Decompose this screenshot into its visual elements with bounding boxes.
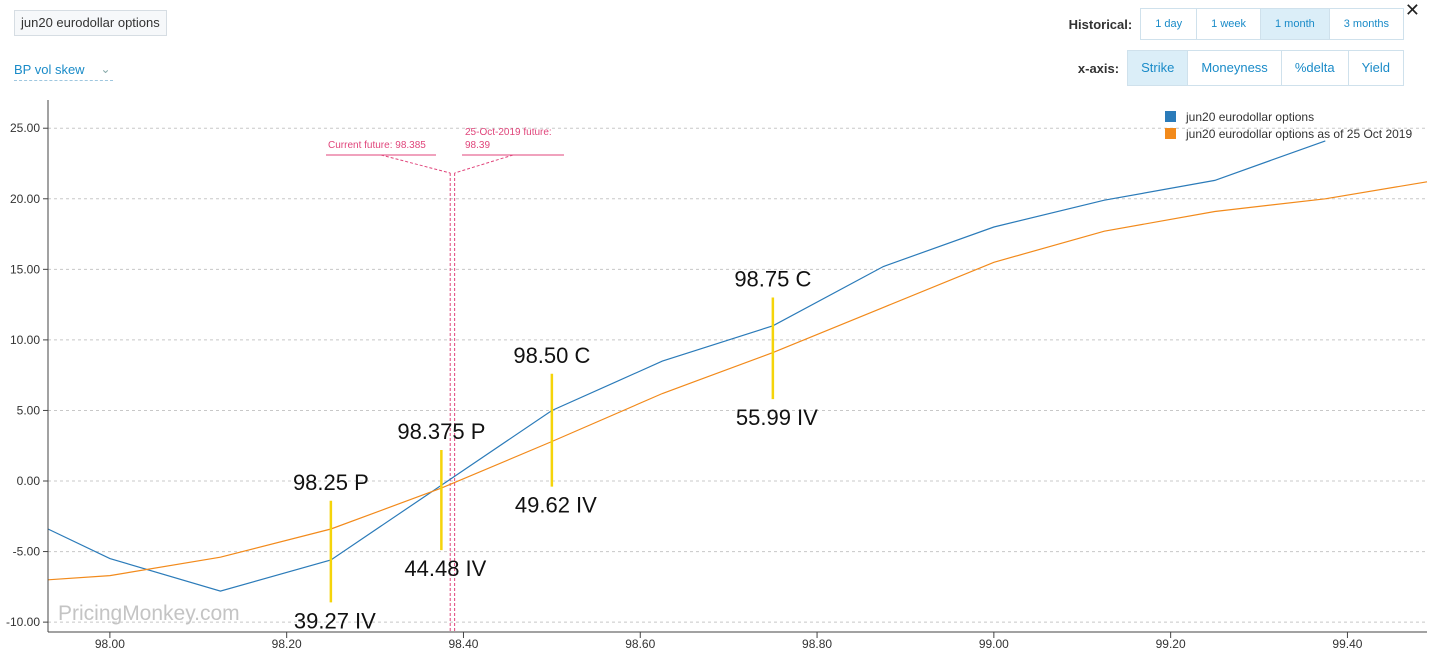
- legend-label: jun20 eurodollar options: [1185, 110, 1314, 124]
- x-tick-label: 98.40: [448, 637, 478, 651]
- xaxis-yield-button[interactable]: Yield: [1348, 51, 1403, 85]
- view-select-label: BP vol skew: [14, 62, 85, 77]
- y-tick-label: 5.00: [17, 403, 41, 417]
- xaxis-label: x-axis:: [1077, 60, 1120, 76]
- y-tick-label: -5.00: [13, 545, 41, 559]
- chevron-down-icon: ⌄: [100, 62, 111, 76]
- close-icon[interactable]: ✕: [1404, 0, 1420, 20]
- x-tick-label: 98.80: [802, 637, 832, 651]
- x-tick-label: 99.20: [1156, 637, 1186, 651]
- xaxis-strike-button[interactable]: Strike: [1128, 51, 1189, 85]
- historical-button-group: 1 day 1 week 1 month 3 months: [1140, 8, 1404, 40]
- historical-1week-button[interactable]: 1 week: [1197, 9, 1261, 39]
- xaxis-pctdelta-button[interactable]: %delta: [1281, 51, 1349, 85]
- historical-future-label-line1: 25-Oct-2019 future:: [465, 127, 552, 138]
- historical-future-label-line2: 98.39: [465, 140, 490, 151]
- x-tick-label: 98.20: [272, 637, 302, 651]
- annotation-strike-label: 98.25 P: [293, 470, 369, 495]
- legend: jun20 eurodollar options jun20 eurodollar…: [1165, 110, 1412, 141]
- y-tick-label: 20.00: [10, 192, 40, 206]
- view-select[interactable]: BP vol skew ⌄: [14, 60, 113, 81]
- current-future-leader: [380, 154, 451, 174]
- x-tick-label: 99.40: [1332, 637, 1362, 651]
- legend-swatch: [1165, 111, 1176, 122]
- legend-swatch: [1165, 128, 1176, 139]
- y-tick-label: -10.00: [6, 615, 40, 629]
- series-line-current: [47, 140, 1326, 592]
- historical-control: Historical: 1 day 1 week 1 month 3 month…: [1069, 8, 1404, 40]
- historical-1day-button[interactable]: 1 day: [1141, 9, 1198, 39]
- x-tick-label: 99.00: [979, 637, 1009, 651]
- xaxis-button-group: Strike Moneyness %delta Yield: [1127, 50, 1404, 86]
- current-future-label: Current future: 98.385: [328, 140, 426, 151]
- instrument-label[interactable]: jun20 eurodollar options: [14, 10, 167, 36]
- y-tick-label: 15.00: [10, 262, 40, 276]
- xaxis-control: x-axis: Strike Moneyness %delta Yield: [1078, 50, 1404, 86]
- xaxis-moneyness-button[interactable]: Moneyness: [1188, 51, 1282, 85]
- annotation-strike-label: 98.50 C: [513, 343, 590, 368]
- annotation-iv-label: 49.62 IV: [515, 493, 597, 518]
- historical-label: Historical:: [1068, 16, 1133, 32]
- y-tick-label: 0.00: [17, 474, 41, 488]
- watermark: PricingMonkey.com: [58, 602, 240, 625]
- y-tick-label: 10.00: [10, 333, 40, 347]
- annotation-iv-label: 44.48 IV: [404, 556, 486, 581]
- historical-1month-button[interactable]: 1 month: [1261, 9, 1330, 39]
- historical-3months-button[interactable]: 3 months: [1329, 9, 1403, 39]
- x-tick-label: 98.00: [95, 637, 125, 651]
- historical-future-leader: [454, 154, 514, 174]
- annotation-strike-label: 98.375 P: [397, 419, 485, 444]
- y-tick-label: 25.00: [10, 121, 40, 135]
- legend-label: jun20 eurodollar options as of 25 Oct 20…: [1185, 127, 1412, 141]
- x-tick-label: 98.60: [625, 637, 655, 651]
- annotation-iv-label: 55.99 IV: [736, 405, 818, 430]
- annotation-iv-label: 39.27 IV: [294, 608, 376, 633]
- series-line-historical: [47, 181, 1428, 581]
- annotation-strike-label: 98.75 C: [734, 267, 811, 292]
